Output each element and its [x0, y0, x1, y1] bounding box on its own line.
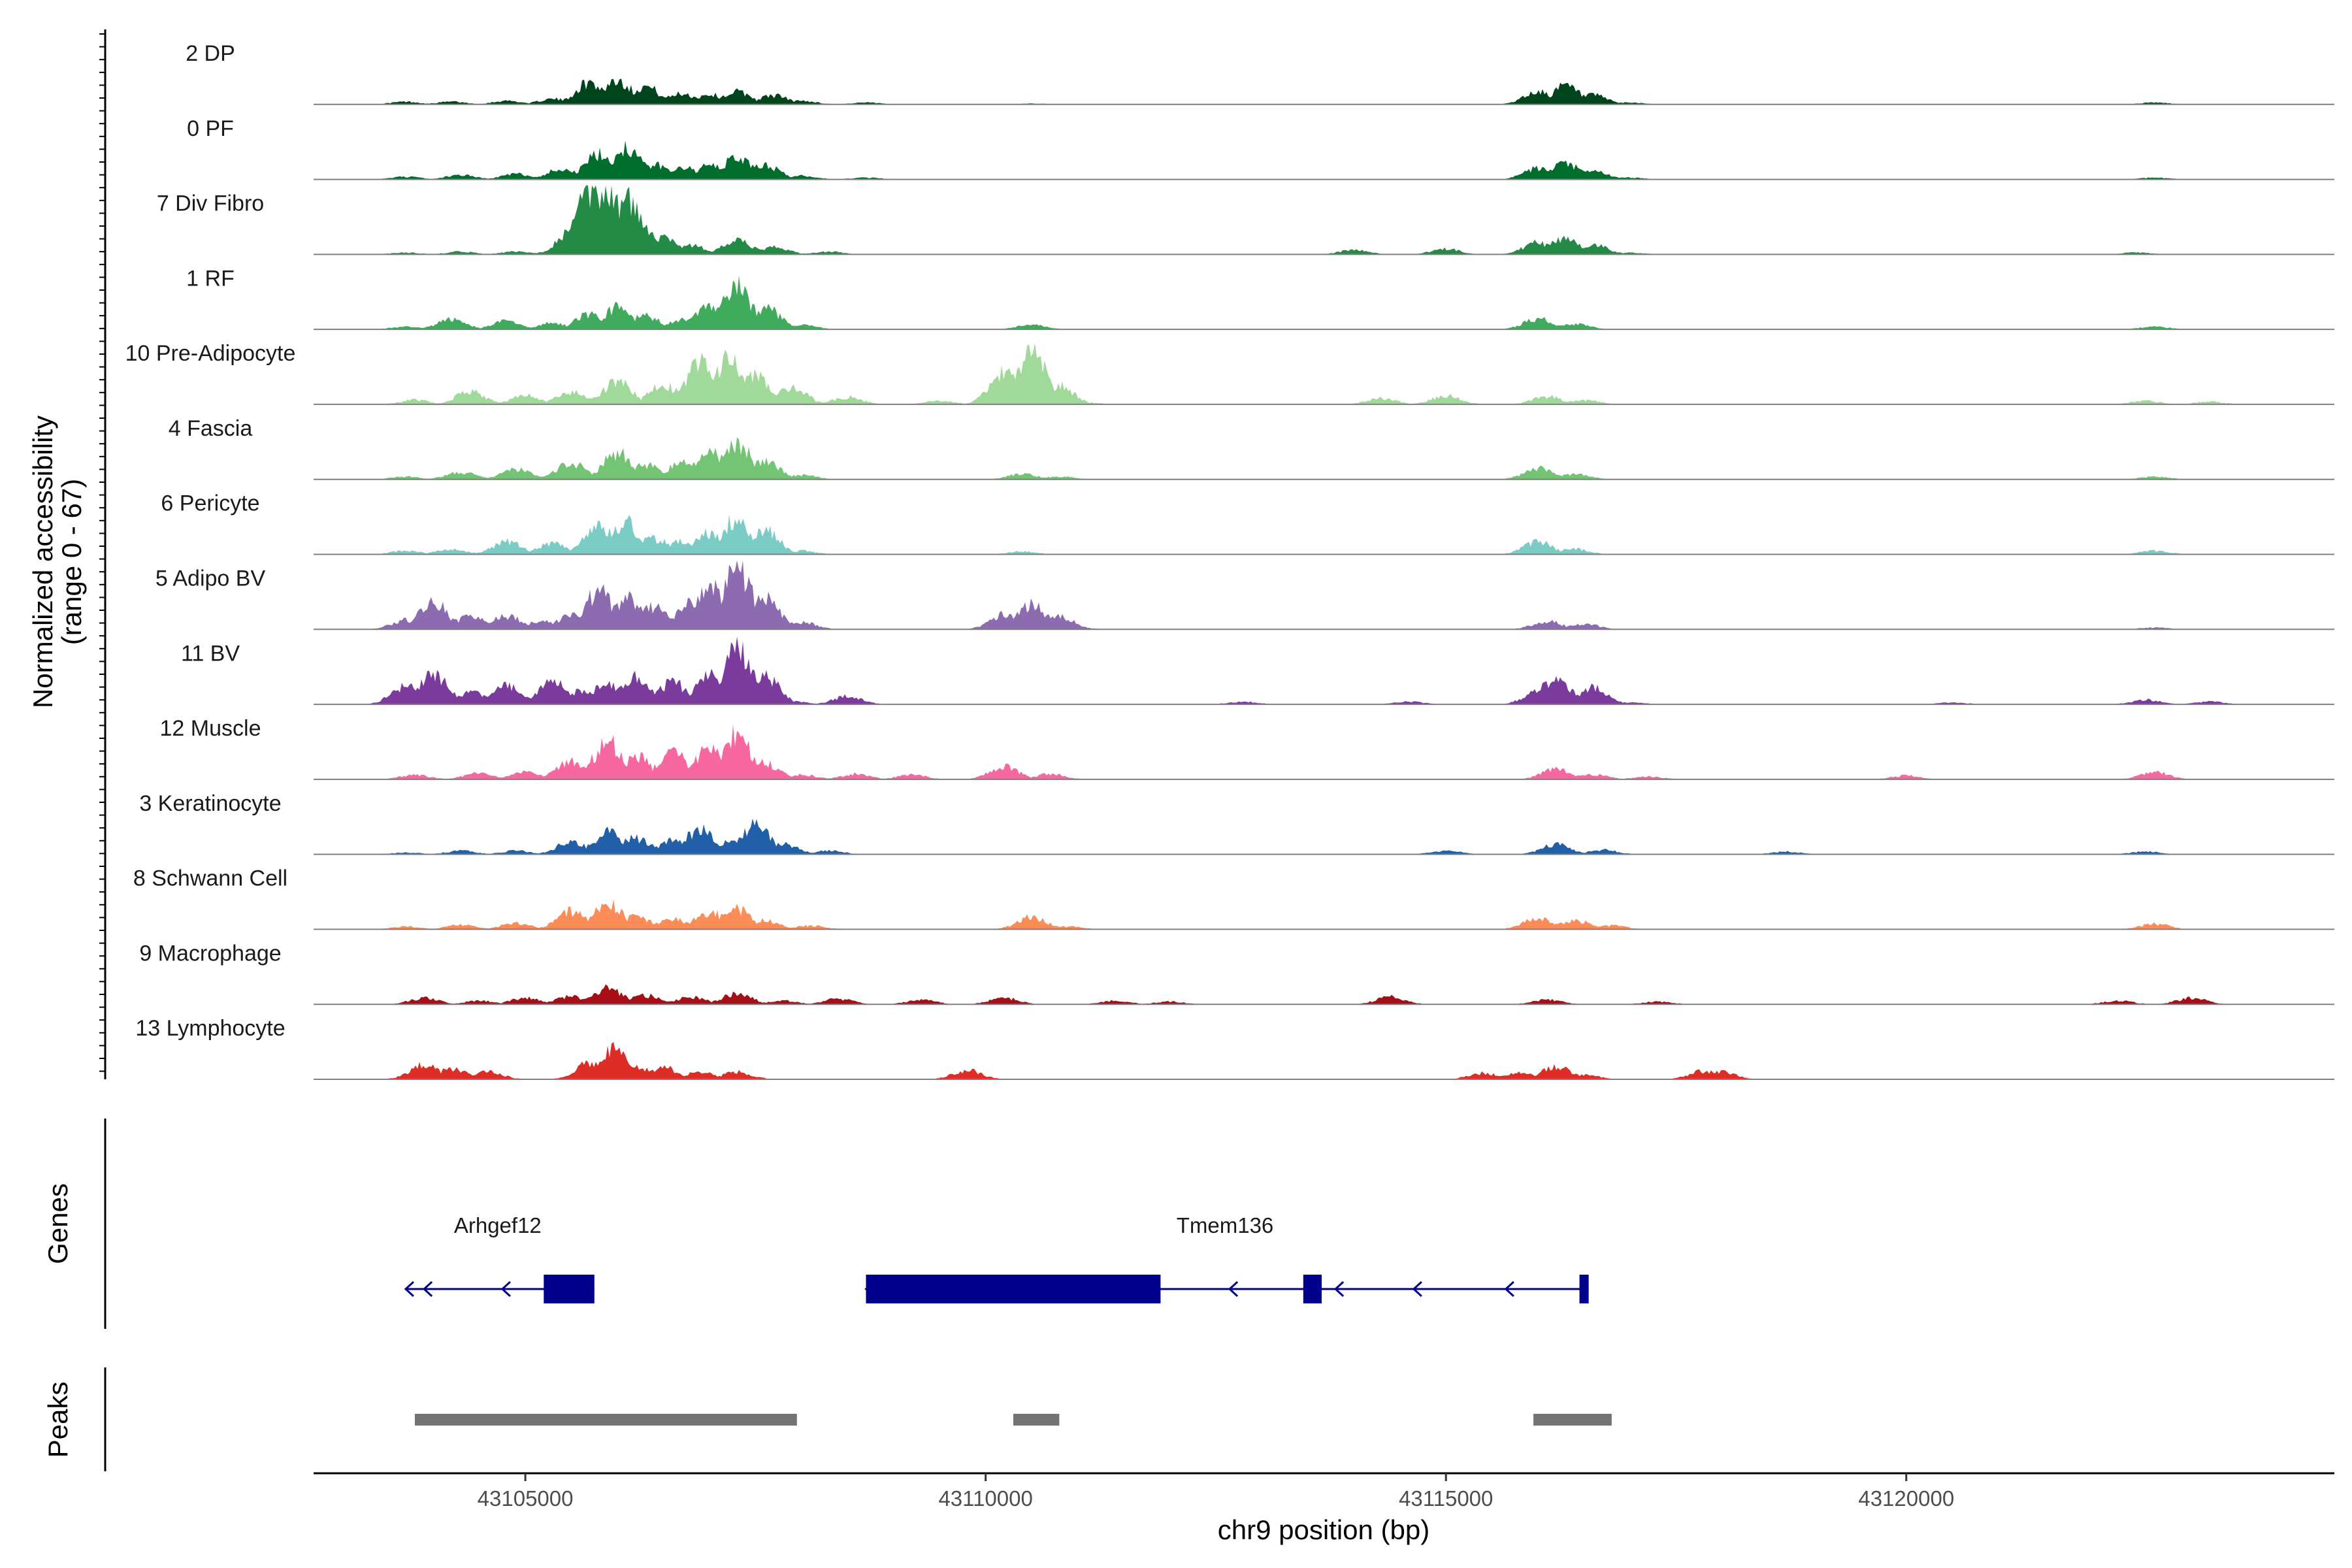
track-label: 10 Pre-Adipocyte	[125, 341, 296, 366]
track-10: 3 Keratinocyte	[139, 791, 2334, 855]
x-axis: chr9 position (bp) 43105000 43110000 43115…	[314, 1472, 2334, 1545]
track-4: 10 Pre-Adipocyte	[125, 341, 2334, 405]
coverage-area	[388, 1041, 1756, 1079]
coverage-area	[384, 185, 2160, 255]
peak-bar	[415, 1414, 797, 1426]
y-axis-title: Normalized accessibility	[27, 416, 58, 708]
coverage-area	[372, 560, 2178, 630]
peaks-panel: Peaks	[42, 1367, 1612, 1471]
x-axis-title: chr9 position (bp)	[1218, 1514, 1430, 1545]
peak-bar	[1533, 1414, 1612, 1426]
track-label: 3 Keratinocyte	[139, 791, 281, 816]
track-label: 13 Lymphocyte	[135, 1016, 285, 1041]
strand-arrow	[500, 1281, 511, 1298]
track-6: 6 Pericyte	[161, 491, 2334, 555]
track-label: 12 Muscle	[160, 716, 261, 741]
coverage-area	[382, 437, 2181, 480]
strand-arrow	[1333, 1281, 1345, 1298]
peak-bar	[1013, 1414, 1060, 1426]
y-axis-title-group: Normalized accessibility (range 0 - 67)	[27, 416, 87, 708]
track-7: 5 Adipo BV	[155, 560, 2334, 630]
peaks-track-title: Peaks	[42, 1382, 73, 1458]
track-8: 11 BV	[181, 636, 2334, 706]
coverage-area	[386, 724, 2187, 779]
coverage-area	[368, 636, 2236, 705]
strand-arrow	[1504, 1281, 1514, 1298]
strand-arrow	[864, 1281, 875, 1298]
y-axis	[99, 29, 106, 1079]
track-2: 7 Div Fibro	[157, 185, 2334, 255]
coverage-area	[382, 899, 2185, 930]
track-label: 0 PF	[187, 116, 234, 141]
x-tick-label: 43110000	[938, 1486, 1032, 1511]
gene-tmem136: Tmem136	[864, 1213, 1589, 1303]
genes-track-title: Genes	[42, 1183, 73, 1264]
track-3: 1 RF	[186, 266, 2334, 331]
track-11: 8 Schwann Cell	[133, 866, 2334, 930]
gene-arhgef12: Arhgef12	[404, 1213, 595, 1303]
track-1: 0 PF	[187, 116, 2334, 180]
track-13: 13 Lymphocyte	[135, 1016, 2334, 1080]
coverage-area	[382, 78, 2178, 105]
genes-panel: Genes Arhgef12 Tmem136	[42, 1119, 1589, 1329]
track-9: 12 Muscle	[160, 716, 2334, 780]
peak-regions	[415, 1414, 1612, 1426]
coverage-tracks: 2 DP 0 PF 7 Div Fibro 1 RF 10 Pre-Adipocyte 4…	[125, 41, 2334, 1080]
strand-arrow	[404, 1281, 414, 1298]
gene-label: Arhgef12	[454, 1213, 542, 1237]
coverage-area	[394, 984, 2225, 1005]
track-label: 7 Div Fibro	[157, 191, 264, 216]
x-tick-label: 43115000	[1399, 1486, 1493, 1511]
gene-exon	[1303, 1275, 1322, 1303]
x-tick-label: 43105000	[478, 1486, 574, 1511]
gene-label: Tmem136	[1177, 1213, 1274, 1237]
coverage-area	[386, 343, 2236, 404]
track-label: 1 RF	[186, 266, 235, 291]
track-label: 11 BV	[181, 641, 240, 666]
track-label: 9 Macrophage	[139, 941, 281, 966]
coverage-area	[378, 514, 2183, 555]
track-label: 5 Adipo BV	[155, 566, 266, 591]
track-label: 8 Schwann Cell	[133, 866, 287, 891]
coverage-area	[382, 275, 2181, 330]
strand-arrow	[1412, 1281, 1422, 1298]
track-0: 2 DP	[186, 41, 2334, 105]
coverage-area	[382, 140, 2178, 180]
gene-models: Arhgef12 Tmem136	[404, 1213, 1589, 1303]
gene-exon	[866, 1275, 1161, 1303]
track-label: 6 Pericyte	[161, 491, 259, 516]
gene-exon	[544, 1275, 595, 1303]
track-label: 4 Fascia	[169, 416, 253, 441]
coverage-area	[384, 818, 2172, 855]
strand-arrow	[422, 1281, 433, 1298]
track-5: 4 Fascia	[169, 416, 2334, 480]
strand-arrow	[1228, 1281, 1239, 1298]
track-label: 2 DP	[186, 41, 235, 66]
x-tick-label: 43120000	[1858, 1486, 1954, 1511]
track-12: 9 Macrophage	[139, 941, 2334, 1005]
y-axis-range-label: (range 0 - 67)	[56, 479, 87, 645]
gene-exon	[1579, 1275, 1589, 1303]
